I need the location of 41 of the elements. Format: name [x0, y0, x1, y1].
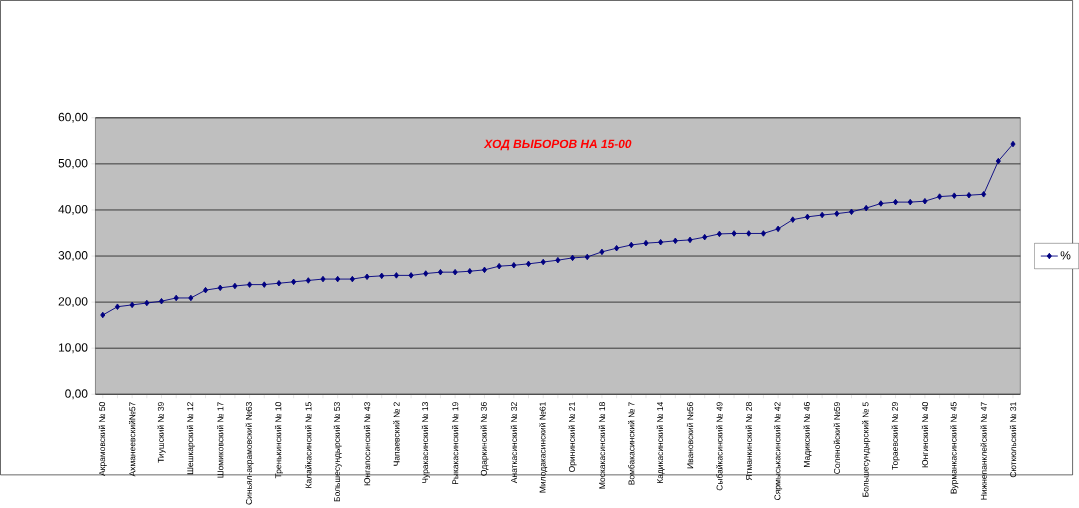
text: ХОД ВЫБОРОВ НА 15-00 — [483, 139, 632, 151]
x-tick-label: Тренькинский № 10 — [274, 402, 283, 479]
x-tick-label: Большесундырский № 53 — [333, 402, 342, 502]
x-tick-label: Калайкасинский № 15 — [305, 402, 312, 488]
x-tick-label: Солянойский №59 — [833, 402, 840, 474]
x-tick-label: Рыкакасинский № 19 — [451, 402, 459, 485]
x-tick-label: Сыбайкасинский № 49 — [716, 402, 723, 491]
x-tick-label: Орининский № 21 — [568, 402, 577, 472]
x-tick-label: Вурманкасинский № 45 — [950, 402, 959, 494]
x-tick-label: Москакасинский № 18 — [598, 402, 606, 489]
x-tick-label: Одаркинский № 36 — [480, 402, 489, 476]
y-tick-label: 10,00 — [58, 343, 88, 354]
x-tick-label: Юнгапосинский № 43 — [363, 402, 371, 486]
x-tick-label: Вомбакасинский № 7 — [628, 402, 635, 485]
x-tick-label: Мадикский № 46 — [803, 402, 812, 467]
x-tick-label: Большесундырский № 5 — [862, 402, 871, 497]
x-tick-label: Кадикасинский № 14 — [656, 401, 665, 484]
x-tick-label: Синьял-акрамовский №63 — [245, 402, 254, 505]
x-tick-label: Ятманкинский № 28 — [745, 402, 752, 481]
x-tick-label: Ивановский №56 — [686, 402, 694, 469]
x-tick-label: Тиушский № 39 — [157, 402, 166, 463]
y-tick-label: 20,00 — [58, 297, 88, 307]
x-tick-label: Ахманеевский№57 — [128, 402, 136, 477]
x-tick-label: Милодакасинский №61 — [539, 402, 548, 493]
y-tick-label: 0,00 — [65, 389, 88, 400]
legend-label: % — [1060, 251, 1071, 260]
y-tick-label: 50,00 — [58, 158, 88, 169]
x-tick-label: Нижнепанклейский № 47 — [980, 402, 987, 500]
x-tick-label: Сюткюльский № 31 — [1009, 402, 1017, 478]
x-tick-label: Чуракасинский № 13 — [421, 402, 430, 483]
x-tick-label: Чапаевский № 2 — [393, 402, 400, 466]
y-tick-label: 40,00 — [58, 204, 88, 215]
x-tick-label: Сярмыськасинский № 42 — [774, 402, 783, 500]
x-tick-label: Тораевский № 29 — [891, 402, 900, 470]
x-tick-label: Шешкарский № 12 — [186, 402, 195, 475]
x-tick-label: Юнгинский № 40 — [921, 402, 929, 468]
x-tick-label: Шомиковский № 17 — [217, 402, 224, 478]
y-tick-label: 60,00 — [58, 112, 88, 123]
x-tick-label: Анаткасинский № 32 — [510, 402, 518, 484]
y-tick-label: 30,00 — [58, 251, 88, 261]
x-tick-label: Акрамовский № 50 — [98, 402, 107, 476]
